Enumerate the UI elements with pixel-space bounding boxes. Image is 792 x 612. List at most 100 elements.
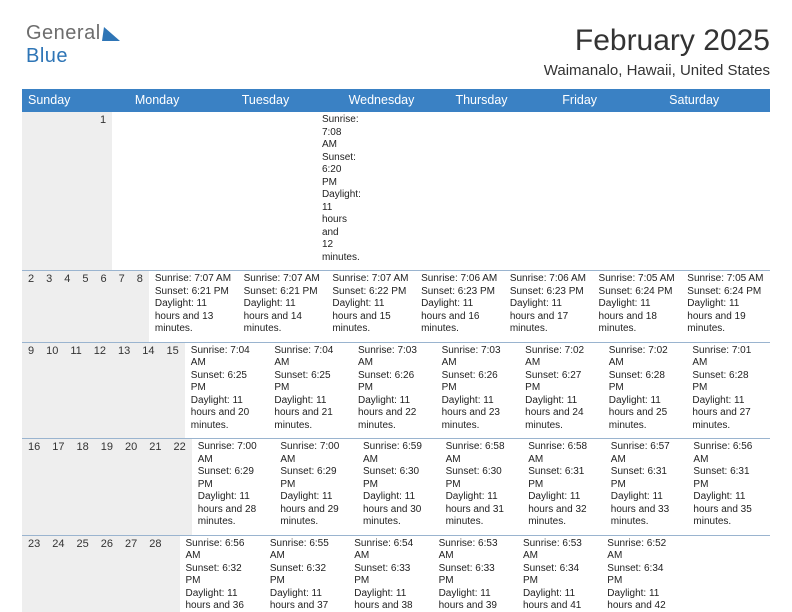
daylight-text: Daylight: 11 hours and 38 minutes. (354, 588, 426, 612)
sunrise-text: Sunrise: 7:00 AM (198, 441, 269, 466)
daylight-text: Daylight: 11 hours and 27 minutes. (692, 395, 764, 433)
sunrise-text: Sunrise: 7:06 AM (421, 273, 498, 286)
day-cell (282, 112, 316, 270)
sunset-text: Sunset: 6:22 PM (332, 286, 409, 299)
day-cell: Sunrise: 7:07 AMSunset: 6:21 PMDaylight:… (238, 271, 327, 342)
day-number: 21 (143, 439, 167, 535)
sunrise-text: Sunrise: 7:02 AM (525, 345, 597, 370)
daylight-text: Daylight: 11 hours and 19 minutes. (687, 298, 764, 336)
sunset-text: Sunset: 6:26 PM (358, 370, 430, 395)
calendar-week: 232425262728Sunrise: 6:56 AMSunset: 6:32… (22, 535, 770, 612)
sunset-text: Sunset: 6:28 PM (692, 370, 764, 395)
daylight-text: Daylight: 11 hours and 28 minutes. (198, 491, 269, 529)
day-number: 7 (113, 271, 131, 342)
sunrise-text: Sunrise: 7:01 AM (692, 345, 764, 370)
day-cell: Sunrise: 6:56 AMSunset: 6:32 PMDaylight:… (180, 536, 264, 612)
day-number: 13 (112, 343, 136, 439)
daylight-text: Daylight: 11 hours and 36 minutes. (186, 588, 258, 612)
day-number: 9 (22, 343, 40, 439)
day-number (58, 112, 70, 270)
sunset-text: Sunset: 6:24 PM (599, 286, 676, 299)
weekday-header: Wednesday (343, 89, 450, 112)
day-number: 12 (88, 343, 112, 439)
sunset-text: Sunset: 6:28 PM (609, 370, 681, 395)
day-body-row: Sunrise: 7:00 AMSunset: 6:29 PMDaylight:… (192, 439, 770, 535)
sunset-text: Sunset: 6:34 PM (607, 563, 679, 588)
sunset-text: Sunset: 6:34 PM (523, 563, 595, 588)
calendar-week: 2345678Sunrise: 7:07 AMSunset: 6:21 PMDa… (22, 270, 770, 342)
day-cell: Sunrise: 7:07 AMSunset: 6:21 PMDaylight:… (149, 271, 238, 342)
daylight-text: Daylight: 11 hours and 16 minutes. (421, 298, 498, 336)
sunrise-text: Sunrise: 6:58 AM (446, 441, 517, 466)
day-cell: Sunrise: 7:08 AMSunset: 6:20 PMDaylight:… (316, 112, 350, 270)
day-number: 20 (119, 439, 143, 535)
calendar-page: General Blue February 2025 Waimanalo, Ha… (0, 0, 792, 612)
day-cell: Sunrise: 7:06 AMSunset: 6:23 PMDaylight:… (504, 271, 593, 342)
day-number-bar: 9101112131415 (22, 343, 185, 439)
day-number-bar: 2345678 (22, 271, 149, 342)
daylight-text: Daylight: 11 hours and 30 minutes. (363, 491, 434, 529)
daylight-text: Daylight: 11 hours and 39 minutes. (439, 588, 511, 612)
day-number: 23 (22, 536, 46, 612)
daylight-text: Daylight: 11 hours and 17 minutes. (510, 298, 587, 336)
day-number: 25 (71, 536, 95, 612)
day-number: 27 (119, 536, 143, 612)
daylight-text: Daylight: 11 hours and 25 minutes. (609, 395, 681, 433)
day-body-row: Sunrise: 6:56 AMSunset: 6:32 PMDaylight:… (180, 536, 771, 612)
sunrise-text: Sunrise: 7:07 AM (244, 273, 321, 286)
sunrise-text: Sunrise: 7:03 AM (358, 345, 430, 370)
location-line: Waimanalo, Hawaii, United States (22, 62, 770, 79)
daylight-text: Daylight: 11 hours and 12 minutes. (322, 189, 344, 264)
weekday-header: Thursday (449, 89, 556, 112)
daylight-text: Daylight: 11 hours and 42 minutes. (607, 588, 679, 612)
day-number (82, 112, 94, 270)
day-number: 22 (168, 439, 192, 535)
weekday-header: Monday (129, 89, 236, 112)
sunset-text: Sunset: 6:21 PM (155, 286, 232, 299)
sunset-text: Sunset: 6:27 PM (525, 370, 597, 395)
day-number (168, 536, 180, 612)
day-cell: Sunrise: 6:53 AMSunset: 6:33 PMDaylight:… (433, 536, 517, 612)
sunset-text: Sunset: 6:31 PM (611, 466, 682, 491)
sunset-text: Sunset: 6:30 PM (446, 466, 517, 491)
day-cell: Sunrise: 7:02 AMSunset: 6:28 PMDaylight:… (603, 343, 687, 439)
daylight-text: Daylight: 11 hours and 21 minutes. (274, 395, 346, 433)
day-number: 18 (71, 439, 95, 535)
sunset-text: Sunset: 6:33 PM (354, 563, 426, 588)
day-cell: Sunrise: 7:02 AMSunset: 6:27 PMDaylight:… (519, 343, 603, 439)
day-cell: Sunrise: 7:00 AMSunset: 6:29 PMDaylight:… (274, 439, 357, 535)
day-cell: Sunrise: 7:04 AMSunset: 6:25 PMDaylight:… (268, 343, 352, 439)
sunrise-text: Sunrise: 6:52 AM (607, 538, 679, 563)
day-cell (180, 112, 214, 270)
day-number: 10 (40, 343, 64, 439)
logo-word-1: General (26, 22, 101, 44)
weekday-header: Tuesday (236, 89, 343, 112)
day-cell: Sunrise: 7:01 AMSunset: 6:28 PMDaylight:… (686, 343, 770, 439)
logo-mark-icon (102, 27, 122, 41)
day-cell: Sunrise: 7:05 AMSunset: 6:24 PMDaylight:… (681, 271, 770, 342)
sunrise-text: Sunrise: 7:08 AM (322, 114, 344, 152)
day-number (70, 112, 82, 270)
sunset-text: Sunset: 6:29 PM (280, 466, 351, 491)
day-number (22, 112, 34, 270)
day-cell: Sunrise: 7:03 AMSunset: 6:26 PMDaylight:… (352, 343, 436, 439)
month-title: February 2025 (22, 24, 770, 58)
sunset-text: Sunset: 6:31 PM (693, 466, 764, 491)
day-number: 11 (64, 343, 87, 439)
sunset-text: Sunset: 6:29 PM (198, 466, 269, 491)
day-number-bar: 16171819202122 (22, 439, 192, 535)
logo-word-2: Blue (26, 45, 68, 67)
daylight-text: Daylight: 11 hours and 20 minutes. (191, 395, 263, 433)
day-body-row: Sunrise: 7:08 AMSunset: 6:20 PMDaylight:… (112, 112, 350, 270)
sunrise-text: Sunrise: 6:54 AM (354, 538, 426, 563)
day-cell: Sunrise: 7:00 AMSunset: 6:29 PMDaylight:… (192, 439, 275, 535)
sunset-text: Sunset: 6:25 PM (274, 370, 346, 395)
day-number: 6 (95, 271, 113, 342)
title-block: February 2025 Waimanalo, Hawaii, United … (22, 24, 770, 79)
day-number: 28 (143, 536, 167, 612)
day-cell: Sunrise: 6:59 AMSunset: 6:30 PMDaylight:… (357, 439, 440, 535)
day-cell: Sunrise: 6:53 AMSunset: 6:34 PMDaylight:… (517, 536, 601, 612)
day-cell: Sunrise: 6:52 AMSunset: 6:34 PMDaylight:… (601, 536, 685, 612)
sunset-text: Sunset: 6:21 PM (244, 286, 321, 299)
day-cell: Sunrise: 6:57 AMSunset: 6:31 PMDaylight:… (605, 439, 688, 535)
